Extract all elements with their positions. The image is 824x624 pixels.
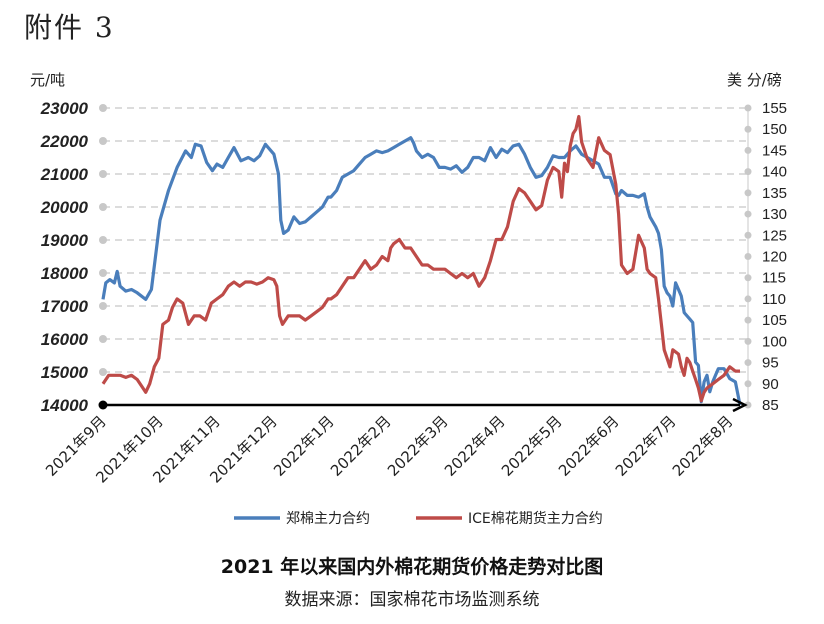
x-tick-label: 2022年6月 [555,412,623,480]
legend-label-zce: 郑棉主力合约 [286,510,370,527]
chart-title: 2021 年以来国内外棉花期货价格走势对比图 [220,556,604,578]
y-left-tick-label: 20000 [40,198,89,217]
y-left-tick-label: 17000 [41,297,89,316]
y-right-tick-label: 110 [762,291,786,308]
legend: 郑棉主力合约 ICE棉花期货主力合约 [234,510,603,527]
x-tick-label: 2022年8月 [669,412,737,480]
x-tick-label: 2022年3月 [384,412,452,480]
y-left-tick-dot [99,203,107,211]
y-right-tick-label: 95 [762,355,779,372]
x-axis [98,397,748,413]
x-tick-label: 2022年4月 [441,412,509,480]
y-right-tick-label: 85 [762,397,779,414]
y-left-tick-dot [99,335,107,343]
y-left-tick-label: 22000 [40,132,89,151]
y-left-tick-label: 23000 [40,99,89,118]
y-left-tick-dot [99,269,107,277]
y-left-tick-dot [99,137,107,145]
series-line-ice [101,114,740,403]
y-right-tick-label: 155 [762,100,787,117]
series-line-zce [101,136,742,406]
y-right-tick-label: 145 [762,142,787,159]
y-left-tick-label: 21000 [40,165,89,184]
y-left-tick-dot [99,104,107,112]
grid-lines [103,107,748,373]
x-axis-arrow-icon [732,397,748,413]
y-left-tick-labels: 14000 15000 16000 17000 18000 19000 20000 21000… [40,99,107,415]
y-left-tick-dot [99,302,107,310]
y-left-tick-label: 19000 [41,231,89,250]
y-left-tick-label: 14000 [41,396,89,415]
y-right-tick-label: 120 [762,249,787,266]
y-right-tick-label: 100 [762,333,787,350]
y-right-tick-label: 150 [762,121,787,138]
y-left-tick-dot [99,170,107,178]
x-tick-labels: 2021年9月2021年10月2021年11月2021年12月2022年1月20… [42,412,736,486]
price-chart: 14000 15000 16000 17000 18000 19000 20000 21000… [30,71,787,527]
y-left-unit-label: 元/吨 [30,71,65,89]
y-left-tick-label: 15000 [41,363,89,382]
y-right-unit-label: 美 分/磅 [727,71,782,89]
chart-source: 数据来源：国家棉花市场监测系统 [284,590,540,610]
legend-label-ice: ICE棉花期货主力合约 [468,510,603,527]
series-lines [101,114,742,406]
y-left-tick-dot [99,368,107,376]
y-right-tick-labels: 85 90 95 100 105 110 115 120 125 130 135 140 145 150 1… [744,100,787,414]
y-left-tick-dot [99,236,107,244]
y-right-tick-label: 135 [762,185,787,202]
x-axis-origin-dot [98,400,108,410]
y-right-tick-label: 140 [762,164,787,181]
x-tick-label: 2022年1月 [270,412,338,480]
x-tick-label: 2022年2月 [327,412,395,480]
y-right-tick-label: 130 [762,206,787,223]
y-right-tick-label: 125 [762,227,787,244]
x-tick-label: 2022年5月 [498,412,566,480]
y-left-tick-label: 16000 [41,330,89,349]
attachment-label: 附件 3 [24,11,115,44]
y-right-tick-label: 115 [762,270,786,287]
y-left-tick-label: 18000 [41,264,89,283]
x-tick-label: 2022年7月 [612,412,680,480]
y-right-tick-label: 105 [762,312,787,329]
y-right-tick-label: 90 [762,376,779,393]
